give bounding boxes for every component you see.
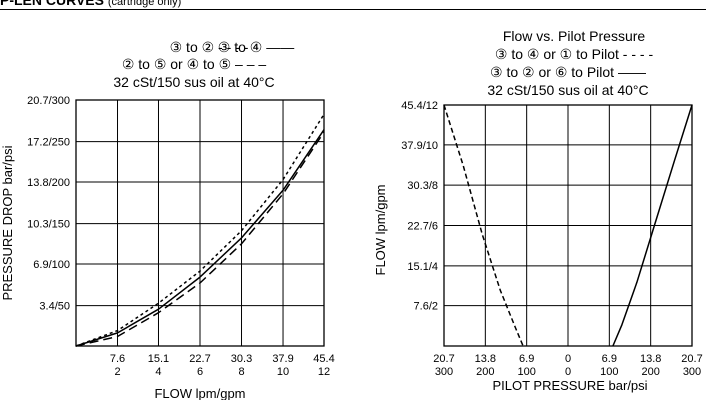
c0-y-tick-5: 20.7/300 bbox=[27, 95, 70, 107]
c1-x-tick-sub-5: 200 bbox=[641, 366, 659, 378]
c1-title: Flow vs. Pilot Pressure bbox=[503, 28, 646, 44]
c1-series-solid-1 bbox=[612, 104, 693, 347]
c1-series bbox=[443, 104, 693, 347]
c0-x-tick-sub-2: 6 bbox=[197, 366, 203, 378]
c1-x-axis-label: PILOT PRESSURE bar/psi bbox=[492, 378, 647, 393]
c1-grid bbox=[444, 105, 692, 346]
c0-legend-1: ③ to ② - - - - bbox=[170, 39, 249, 55]
c0-legend-2: ③ to ④ —— bbox=[218, 39, 294, 55]
c0-x-tick-sub-4: 10 bbox=[277, 366, 289, 378]
c0-x-tick-4: 37.9 bbox=[272, 353, 293, 365]
header-rule bbox=[0, 9, 706, 10]
c0-y-tick-labels: 3.4/50 6.9/100 10.3/150 13.8/200 17.2/250 20.… bbox=[27, 95, 70, 313]
c0-legend-3: ② to ⑤ or ④ to ⑤ – – – bbox=[122, 56, 267, 72]
c1-plot-frame bbox=[443, 104, 693, 347]
c0-x-tick-3: 30.3 bbox=[231, 353, 252, 365]
c0-grid bbox=[76, 100, 324, 346]
c0-series-long-dash-2 bbox=[75, 131, 325, 347]
c1-y-axis-label: FLOW lpm/gpm bbox=[373, 184, 388, 275]
c1-x-tick-sub-6: 300 bbox=[683, 366, 701, 378]
c1-x-tick-3: 0 bbox=[565, 353, 571, 365]
pressure-drop-chart: 3.4/50 6.9/100 10.3/150 13.8/200 17.2/250 20.… bbox=[0, 39, 335, 400]
c0-y-tick-1: 6.9/100 bbox=[33, 259, 70, 271]
c1-y-tick-5: 45.4/12 bbox=[401, 100, 438, 112]
c0-y-tick-0: 3.4/50 bbox=[39, 301, 70, 313]
c1-y-tick-2: 22.7/6 bbox=[407, 221, 438, 233]
header-subtitle: (cartridge only) bbox=[107, 0, 182, 8]
c1-x-tick-sub-3: 0 bbox=[565, 366, 571, 378]
flow-vs-pilot-chart: 7.6/2 15.1/4 22.7/6 30.3/8 37.9/10 45.4/12 20… bbox=[373, 28, 703, 393]
c0-x-tick-5: 45.4 bbox=[313, 353, 334, 365]
c0-series-solid-1 bbox=[75, 129, 325, 347]
c1-x-tick-sub-1: 200 bbox=[476, 366, 494, 378]
c1-x-tick-4: 6.9 bbox=[602, 353, 617, 365]
c1-y-tick-4: 37.9/10 bbox=[401, 140, 438, 152]
c0-legend-4: 32 cSt/150 sus oil at 40°C bbox=[113, 74, 274, 90]
c0-x-tick-sub-0: 2 bbox=[114, 366, 120, 378]
c1-x-tick-0: 20.7 bbox=[433, 353, 454, 365]
c0-x-tick-1: 15.1 bbox=[148, 353, 169, 365]
c1-y-tick-3: 30.3/8 bbox=[407, 180, 438, 192]
c1-x-tick-sub-2: 100 bbox=[517, 366, 535, 378]
c0-x-tick-0: 7.6 bbox=[110, 353, 125, 365]
page-header: P-LEN CURVES (cartridge only) bbox=[0, 0, 181, 8]
c1-legend-2: ③ to ② or ⑥ to Pilot —— bbox=[490, 64, 646, 80]
c1-legend-3: 32 cSt/150 sus oil at 40°C bbox=[487, 82, 648, 98]
c0-plot-frame bbox=[75, 99, 325, 347]
c1-y-tick-0: 7.6/2 bbox=[414, 301, 438, 313]
c0-y-tick-4: 17.2/250 bbox=[27, 137, 70, 149]
c1-x-tick-5: 13.8 bbox=[640, 353, 661, 365]
c1-x-tick-6: 20.7 bbox=[681, 353, 702, 365]
c1-x-tick-sub-4: 100 bbox=[600, 366, 618, 378]
c0-x-tick-2: 22.7 bbox=[189, 353, 210, 365]
c0-x-tick-sub-5: 12 bbox=[318, 366, 330, 378]
c0-x-tick-labels: 7.62 15.14 22.76 30.38 37.910 45.412 bbox=[110, 353, 335, 378]
c1-legend-1: ③ to ④ or ① to Pilot - - - - bbox=[495, 46, 654, 62]
c0-y-tick-3: 13.8/200 bbox=[27, 177, 70, 189]
c0-x-tick-sub-3: 8 bbox=[238, 366, 244, 378]
c0-y-tick-2: 10.3/150 bbox=[27, 219, 70, 231]
c1-series-dash-0 bbox=[443, 104, 524, 347]
header-title: P-LEN CURVES bbox=[0, 0, 104, 8]
c1-x-tick-2: 6.9 bbox=[519, 353, 534, 365]
c1-x-tick-sub-0: 300 bbox=[435, 366, 453, 378]
c1-y-tick-labels: 7.6/2 15.1/4 22.7/6 30.3/8 37.9/10 45.4/12 bbox=[401, 100, 438, 313]
c1-x-tick-1: 13.8 bbox=[475, 353, 496, 365]
c0-x-axis-label: FLOW lpm/gpm bbox=[154, 386, 245, 400]
c1-x-tick-labels: 20.730013.82006.9100006.910013.820020.73… bbox=[433, 353, 702, 378]
c0-series-short-dash-0 bbox=[75, 113, 325, 347]
c0-series bbox=[75, 113, 325, 347]
c1-y-tick-1: 15.1/4 bbox=[407, 261, 438, 273]
c0-x-tick-sub-1: 4 bbox=[155, 366, 161, 378]
c0-y-axis-label: PRESSURE DROP bar/psi bbox=[0, 145, 15, 300]
